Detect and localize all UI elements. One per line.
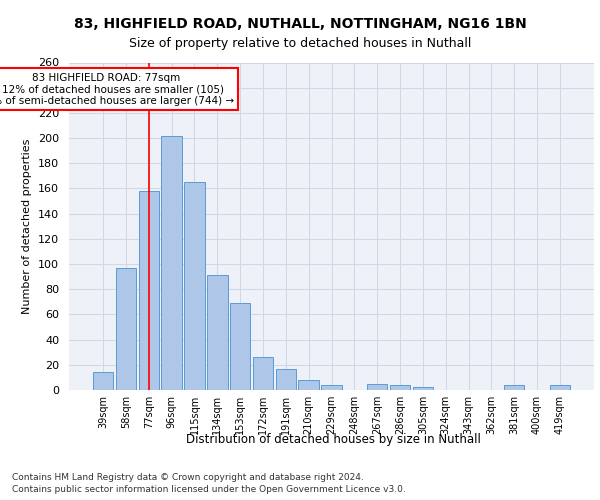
Bar — [207, 276, 227, 390]
Bar — [139, 191, 159, 390]
Bar — [504, 385, 524, 390]
Bar — [253, 357, 273, 390]
Text: Contains HM Land Registry data © Crown copyright and database right 2024.: Contains HM Land Registry data © Crown c… — [12, 472, 364, 482]
Y-axis label: Number of detached properties: Number of detached properties — [22, 138, 32, 314]
Text: Size of property relative to detached houses in Nuthall: Size of property relative to detached ho… — [129, 38, 471, 51]
Bar — [161, 136, 182, 390]
Bar — [321, 385, 342, 390]
Text: Distribution of detached houses by size in Nuthall: Distribution of detached houses by size … — [185, 432, 481, 446]
Text: Contains public sector information licensed under the Open Government Licence v3: Contains public sector information licen… — [12, 485, 406, 494]
Bar — [116, 268, 136, 390]
Bar — [413, 388, 433, 390]
Text: 83 HIGHFIELD ROAD: 77sqm
← 12% of detached houses are smaller (105)
87% of semi-: 83 HIGHFIELD ROAD: 77sqm ← 12% of detach… — [0, 72, 234, 106]
Bar — [93, 372, 113, 390]
Bar — [275, 368, 296, 390]
Text: 83, HIGHFIELD ROAD, NUTHALL, NOTTINGHAM, NG16 1BN: 83, HIGHFIELD ROAD, NUTHALL, NOTTINGHAM,… — [74, 18, 526, 32]
Bar — [184, 182, 205, 390]
Bar — [390, 385, 410, 390]
Bar — [298, 380, 319, 390]
Bar — [367, 384, 388, 390]
Bar — [550, 385, 570, 390]
Bar — [230, 303, 250, 390]
